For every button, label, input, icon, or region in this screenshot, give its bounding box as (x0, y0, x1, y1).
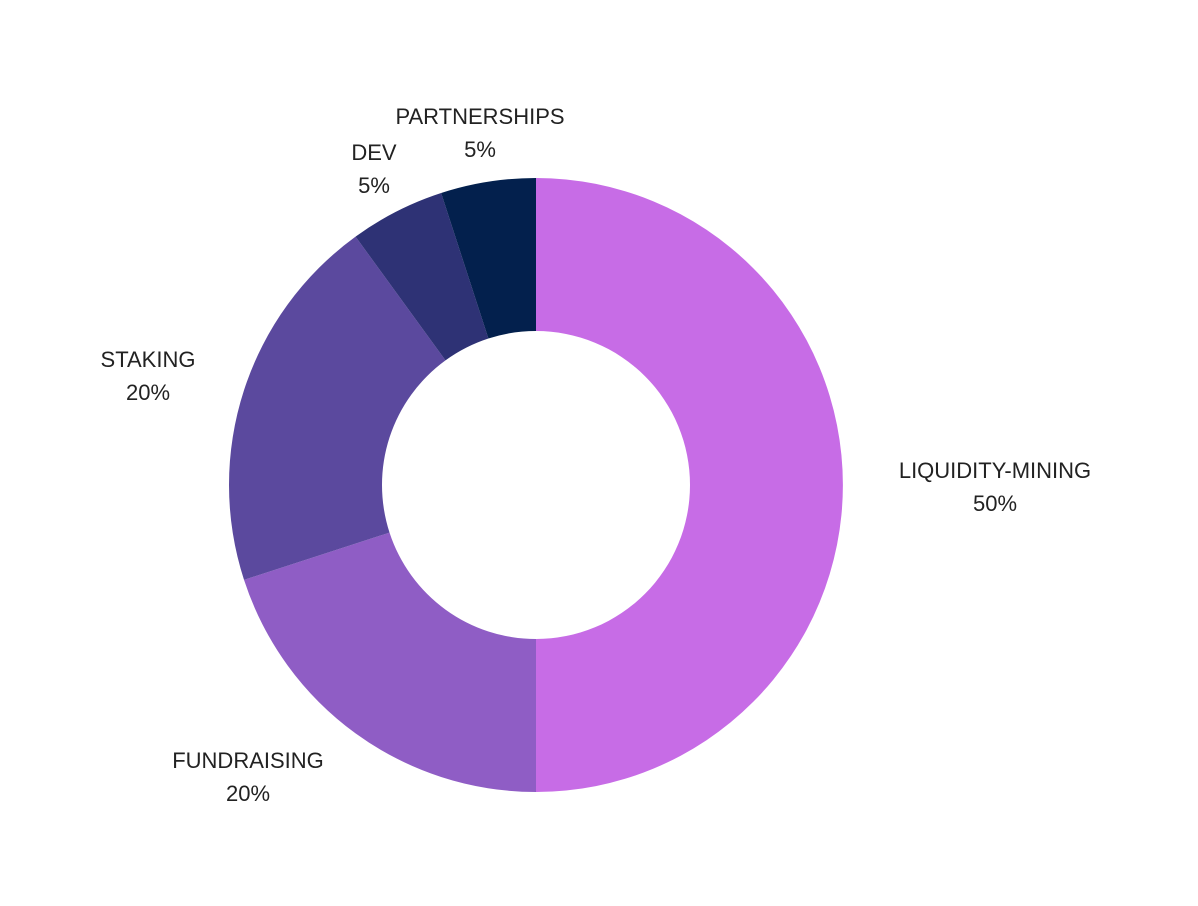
slice-value-label: 5% (464, 137, 496, 162)
slice-value-label: 5% (358, 173, 390, 198)
slice-category-label: DEV (351, 140, 397, 165)
slice-partnerships (441, 178, 536, 339)
slice-category-label: STAKING (101, 347, 196, 372)
slice-category-label: PARTNERSHIPS (395, 104, 564, 129)
slice-category-label: LIQUIDITY-MINING (899, 458, 1091, 483)
slice-liquidity-mining (536, 178, 843, 792)
slice-value-label: 20% (126, 380, 170, 405)
slice-staking (228, 236, 446, 580)
slice-dev (355, 193, 489, 361)
slice-labels: LIQUIDITY-MINING 50% FUNDRAISING 20% STAKING… (101, 104, 1092, 806)
slice-category-label: FUNDRAISING (172, 748, 324, 773)
donut-slices (228, 178, 843, 792)
slice-fundraising (244, 532, 537, 792)
slice-value-label: 20% (226, 781, 270, 806)
slice-value-label: 50% (973, 491, 1017, 516)
